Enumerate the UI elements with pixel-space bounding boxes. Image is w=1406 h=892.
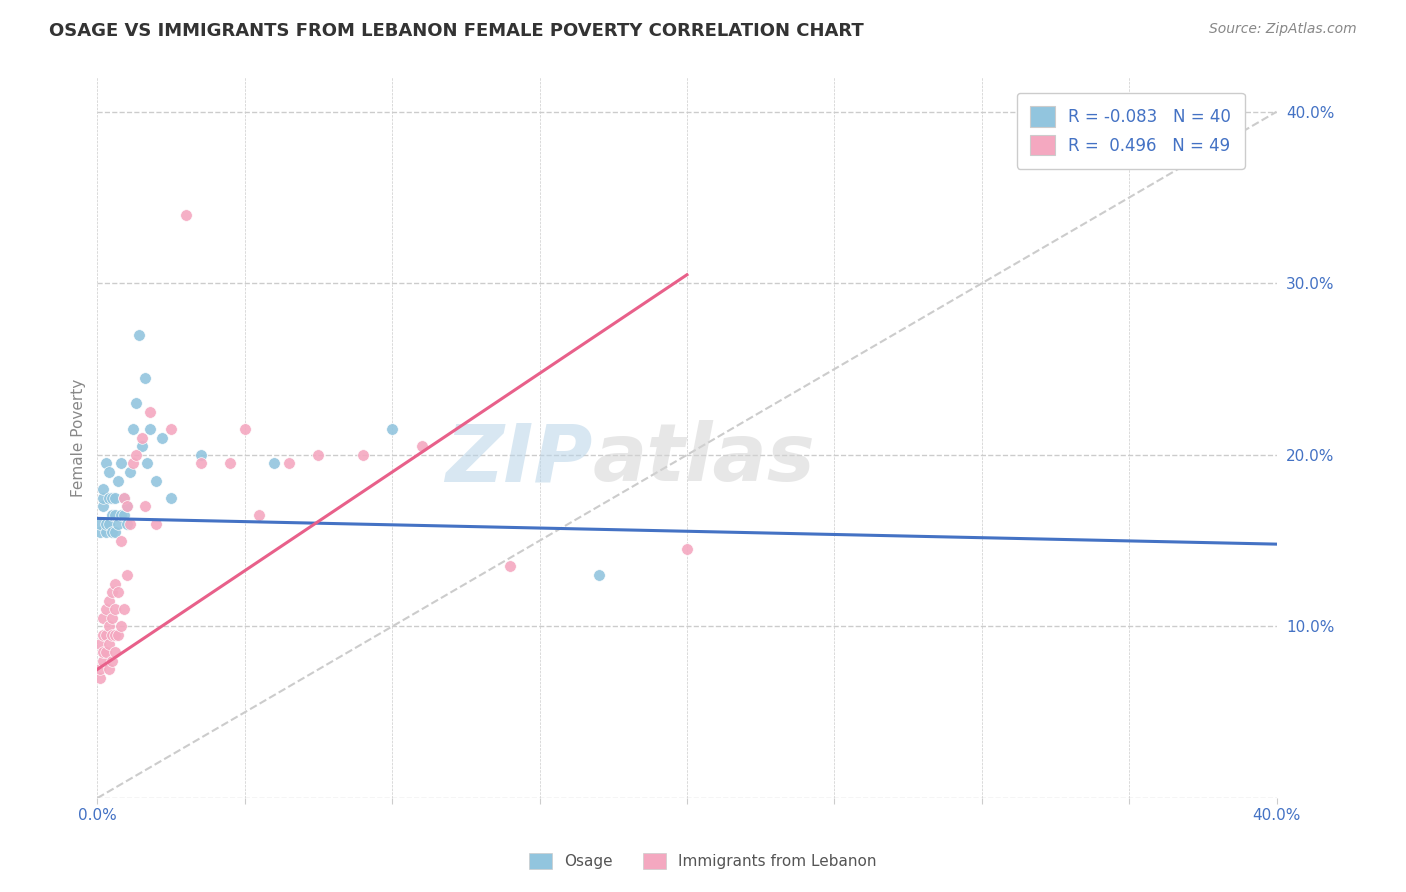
Point [96,628,118,642]
Point [134,370,156,384]
Point [104,628,127,642]
Point [219,457,242,471]
Point [91,491,114,505]
Point [96,516,118,531]
Legend: Osage, Immigrants from Lebanon: Osage, Immigrants from Lebanon [523,847,883,875]
Point [411,439,433,453]
Point [112,491,135,505]
Point [91,500,114,514]
Point [115,500,138,514]
Point [278,457,301,471]
Point [98,593,121,607]
Point [136,457,159,471]
Point [91,628,114,642]
Point [98,662,121,676]
Point [118,516,141,531]
Point [98,491,121,505]
Point [134,500,156,514]
Point [104,576,127,591]
Point [352,448,374,462]
Point [499,559,522,574]
Point [121,422,143,436]
Point [381,422,404,436]
Point [91,482,114,496]
Point [145,474,167,488]
Point [96,457,118,471]
Point [145,516,167,531]
Point [104,525,127,540]
Point [190,457,212,471]
Point [263,457,285,471]
Point [107,585,129,599]
Point [98,516,121,531]
Point [131,431,153,445]
Point [107,516,129,531]
Point [96,525,118,540]
Point [98,465,121,479]
Text: atlas: atlas [592,420,815,499]
Point [91,654,114,668]
Point [160,422,183,436]
Point [101,491,124,505]
Y-axis label: Female Poverty: Female Poverty [72,378,86,497]
Point [676,542,699,557]
Point [91,611,114,625]
Point [139,405,162,419]
Point [98,637,121,651]
Point [174,208,197,222]
Point [101,654,124,668]
Point [118,465,141,479]
Point [98,619,121,633]
Point [233,422,256,436]
Point [112,491,135,505]
Point [115,500,138,514]
Point [249,508,271,522]
Point [110,508,132,522]
Point [89,671,111,685]
Point [150,431,173,445]
Point [89,662,111,676]
Point [139,422,162,436]
Point [96,602,118,616]
Point [104,602,127,616]
Point [160,491,183,505]
Point [101,585,124,599]
Point [104,491,127,505]
Point [121,457,143,471]
Point [190,448,212,462]
Point [107,474,129,488]
Point [101,628,124,642]
Point [91,645,114,659]
Point [110,619,132,633]
Text: OSAGE VS IMMIGRANTS FROM LEBANON FEMALE POVERTY CORRELATION CHART: OSAGE VS IMMIGRANTS FROM LEBANON FEMALE … [49,22,863,40]
Point [128,327,150,342]
Point [89,525,111,540]
Point [104,645,127,659]
Point [104,508,127,522]
Point [112,508,135,522]
Legend: R = -0.083   N = 40, R =  0.496   N = 49: R = -0.083 N = 40, R = 0.496 N = 49 [1017,93,1244,169]
Point [115,568,138,582]
Point [110,457,132,471]
Point [101,508,124,522]
Point [101,611,124,625]
Point [115,516,138,531]
Point [89,637,111,651]
Point [110,533,132,548]
Point [124,396,146,410]
Point [96,645,118,659]
Point [101,525,124,540]
Point [124,448,146,462]
Point [307,448,329,462]
Text: Source: ZipAtlas.com: Source: ZipAtlas.com [1209,22,1357,37]
Point [112,602,135,616]
Point [131,439,153,453]
Text: ZIP: ZIP [446,420,592,499]
Point [588,568,610,582]
Point [89,516,111,531]
Point [107,628,129,642]
